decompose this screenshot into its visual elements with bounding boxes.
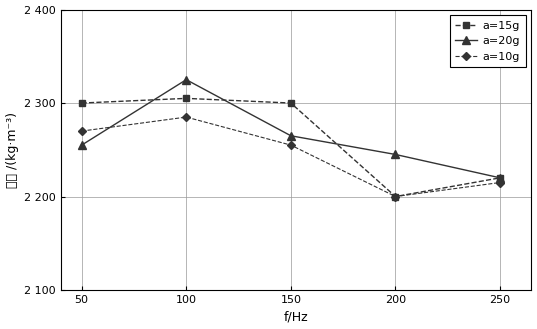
a=10g: [183, 115, 190, 119]
a=15g: [392, 194, 398, 198]
Legend: a=15g, a=20g, a=10g: a=15g, a=20g, a=10g: [449, 15, 526, 67]
a=15g: [497, 176, 503, 180]
Y-axis label: 容重 /(kg·m⁻³): 容重 /(kg·m⁻³): [5, 112, 19, 188]
Line: a=15g: a=15g: [79, 96, 503, 199]
Line: a=20g: a=20g: [77, 76, 504, 182]
a=20g: [497, 176, 503, 180]
a=20g: [183, 78, 190, 82]
Line: a=10g: a=10g: [79, 114, 503, 199]
a=15g: [288, 101, 294, 105]
a=10g: [78, 129, 85, 133]
a=20g: [78, 143, 85, 147]
a=10g: [392, 194, 398, 198]
a=20g: [288, 134, 294, 138]
a=10g: [497, 181, 503, 185]
a=15g: [78, 101, 85, 105]
X-axis label: f/Hz: f/Hz: [284, 311, 308, 323]
a=10g: [288, 143, 294, 147]
a=20g: [392, 153, 398, 157]
a=15g: [183, 96, 190, 100]
